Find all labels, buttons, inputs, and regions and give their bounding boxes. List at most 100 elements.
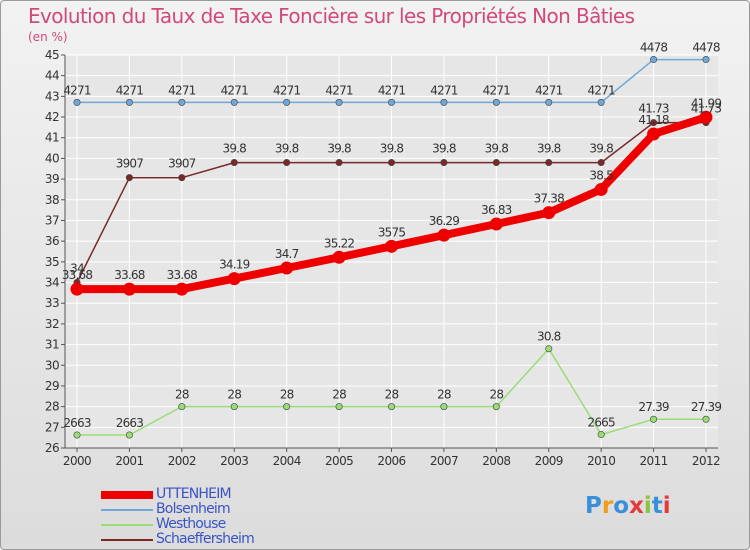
- data-point-westhouse: [545, 345, 553, 353]
- data-point-schaeffersheim: [650, 119, 658, 127]
- data-point-bolsenheim: [387, 98, 395, 106]
- y-tick-label: 41: [45, 131, 59, 145]
- legend-swatch: [101, 539, 153, 541]
- data-label-bolsenheim: 4271: [325, 83, 353, 97]
- data-label-schaeffersheim: 39.8: [275, 142, 299, 156]
- data-label-bolsenheim: 4271: [221, 83, 249, 97]
- data-label-westhouse: 28: [280, 388, 294, 402]
- data-label-uttenheim: 38.5: [589, 168, 613, 182]
- axes: 26 27 28 29 30 31 32 33 34 35 36 37 38 39 40 41 42 43 44 45…: [45, 48, 721, 468]
- data-label-westhouse: 27.39: [638, 400, 669, 414]
- data-label-schaeffersheim: 39.8: [589, 142, 613, 156]
- chart-title: Evolution du Taux de Taxe Foncière sur l…: [28, 4, 635, 28]
- y-tick-label: 34: [45, 276, 59, 290]
- data-label-uttenheim: 33.68: [114, 268, 145, 282]
- data-point-uttenheim: [542, 206, 556, 220]
- data-label-uttenheim: 36.29: [429, 214, 460, 228]
- legend-item-westhouse: Westhouse: [101, 516, 321, 533]
- logo-letter: P: [585, 493, 602, 519]
- data-point-westhouse: [492, 403, 500, 411]
- data-point-uttenheim: [122, 282, 136, 296]
- data-label-bolsenheim: 4271: [116, 83, 144, 97]
- data-label-schaeffersheim: 39.8: [537, 142, 561, 156]
- logo-letter: t: [651, 493, 663, 519]
- data-point-bolsenheim: [125, 98, 133, 106]
- data-point-uttenheim: [699, 110, 713, 124]
- data-label-uttenheim: 41.18: [638, 113, 669, 127]
- x-tick-label: 2008: [482, 454, 510, 468]
- data-label-westhouse: 30.8: [537, 330, 561, 344]
- data-point-bolsenheim: [178, 98, 186, 106]
- data-label-bolsenheim: 4271: [63, 83, 91, 97]
- data-label-schaeffersheim: 3907: [168, 157, 196, 171]
- y-tick-label: 36: [45, 234, 59, 248]
- series-layer: [70, 56, 713, 439]
- data-point-schaeffersheim: [283, 159, 291, 167]
- data-point-schaeffersheim: [440, 159, 448, 167]
- data-point-uttenheim: [594, 182, 608, 196]
- y-tick-label: 26: [45, 441, 59, 455]
- y-tick-label: 29: [45, 379, 59, 393]
- data-label-schaeffersheim: 39.8: [432, 142, 456, 156]
- data-label-uttenheim: 33.68: [62, 268, 93, 282]
- logo-letter: i: [643, 493, 652, 519]
- data-point-westhouse: [387, 403, 395, 411]
- data-label-bolsenheim: 4271: [483, 83, 511, 97]
- data-label-westhouse: 28: [227, 388, 241, 402]
- data-point-bolsenheim: [545, 98, 553, 106]
- data-label-uttenheim: 33.68: [167, 268, 198, 282]
- data-label-schaeffersheim: 34: [70, 262, 84, 276]
- x-tick-label: 2012: [692, 454, 720, 468]
- x-tick-label: 2007: [430, 454, 458, 468]
- data-point-schaeffersheim: [230, 159, 238, 167]
- legend-swatch: [101, 509, 153, 511]
- legend-swatch: [101, 524, 153, 526]
- data-label-uttenheim: 34.19: [219, 258, 250, 272]
- data-label-schaeffersheim: 39.8: [222, 142, 246, 156]
- data-label-westhouse: 2663: [116, 416, 144, 430]
- data-point-bolsenheim: [650, 56, 658, 64]
- y-tick-label: 32: [45, 317, 59, 331]
- data-label-westhouse: 27.39: [691, 400, 722, 414]
- legend-label: UTTENHEIM: [156, 486, 232, 502]
- legend-item-uttenheim: UTTENHEIM: [101, 486, 321, 503]
- y-tick-label: 40: [45, 151, 59, 165]
- x-tick-label: 2009: [535, 454, 563, 468]
- data-point-westhouse: [230, 403, 238, 411]
- y-tick-label: 37: [45, 213, 59, 227]
- data-label-bolsenheim: 4271: [273, 83, 301, 97]
- y-tick-label: 42: [45, 110, 59, 124]
- logo-letter: r: [601, 493, 614, 519]
- y-tick-label: 44: [45, 69, 59, 83]
- data-point-westhouse: [702, 415, 710, 423]
- data-point-bolsenheim: [73, 98, 81, 106]
- data-label-uttenheim: 37.38: [534, 192, 565, 206]
- data-point-schaeffersheim: [387, 159, 395, 167]
- data-point-schaeffersheim: [125, 174, 133, 182]
- data-point-bolsenheim: [597, 98, 605, 106]
- data-point-westhouse: [73, 431, 81, 439]
- y-axis-unit: (en %): [28, 30, 68, 44]
- data-point-westhouse: [178, 403, 186, 411]
- data-label-uttenheim: 41.99: [691, 96, 722, 110]
- data-label-westhouse: 2663: [63, 416, 91, 430]
- data-point-westhouse: [597, 431, 605, 439]
- data-point-westhouse: [125, 431, 133, 439]
- data-point-schaeffersheim: [335, 159, 343, 167]
- data-label-bolsenheim: 4271: [535, 83, 563, 97]
- data-point-uttenheim: [489, 217, 503, 231]
- data-point-westhouse: [440, 403, 448, 411]
- y-tick-label: 39: [45, 172, 59, 186]
- data-labels: 4271 4271 4271 4271 4271 4271 4271 4271 4271 4271…: [62, 41, 722, 430]
- data-label-schaeffersheim: 39.8: [485, 142, 509, 156]
- data-label-westhouse: 28: [437, 388, 451, 402]
- y-tick-label: 45: [45, 48, 59, 62]
- data-point-schaeffersheim: [178, 174, 186, 182]
- y-tick-label: 33: [45, 296, 59, 310]
- data-label-bolsenheim: 4271: [168, 83, 196, 97]
- y-tick-label: 27: [45, 420, 59, 434]
- x-tick-label: 2010: [587, 454, 615, 468]
- data-label-uttenheim: 36.83: [481, 203, 512, 217]
- x-tick-label: 2001: [115, 454, 143, 468]
- data-label-westhouse: 2665: [587, 416, 615, 430]
